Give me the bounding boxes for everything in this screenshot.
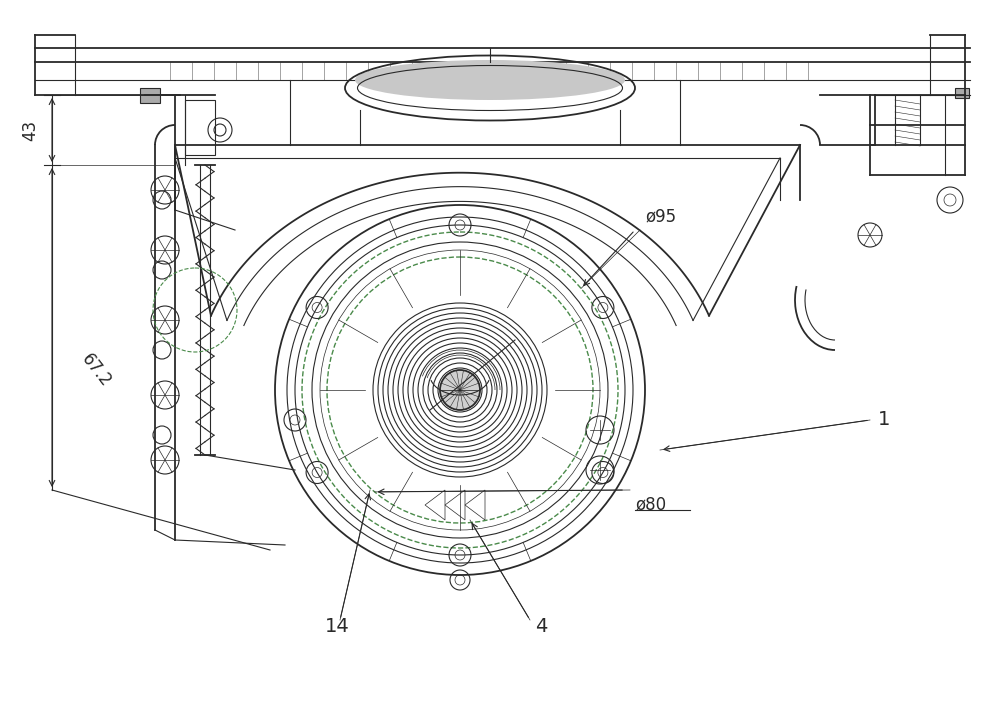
Text: 4: 4 — [535, 617, 547, 636]
Bar — [185, 100, 215, 155]
Text: 14: 14 — [325, 617, 350, 636]
Text: 67.2: 67.2 — [78, 350, 115, 390]
Text: ø95: ø95 — [645, 207, 676, 225]
Bar — [140, 88, 160, 103]
Text: ø80: ø80 — [635, 495, 666, 513]
Circle shape — [440, 370, 480, 410]
Bar — [955, 88, 969, 98]
Text: 43: 43 — [21, 119, 39, 141]
Text: 1: 1 — [878, 410, 890, 429]
Ellipse shape — [355, 60, 625, 100]
